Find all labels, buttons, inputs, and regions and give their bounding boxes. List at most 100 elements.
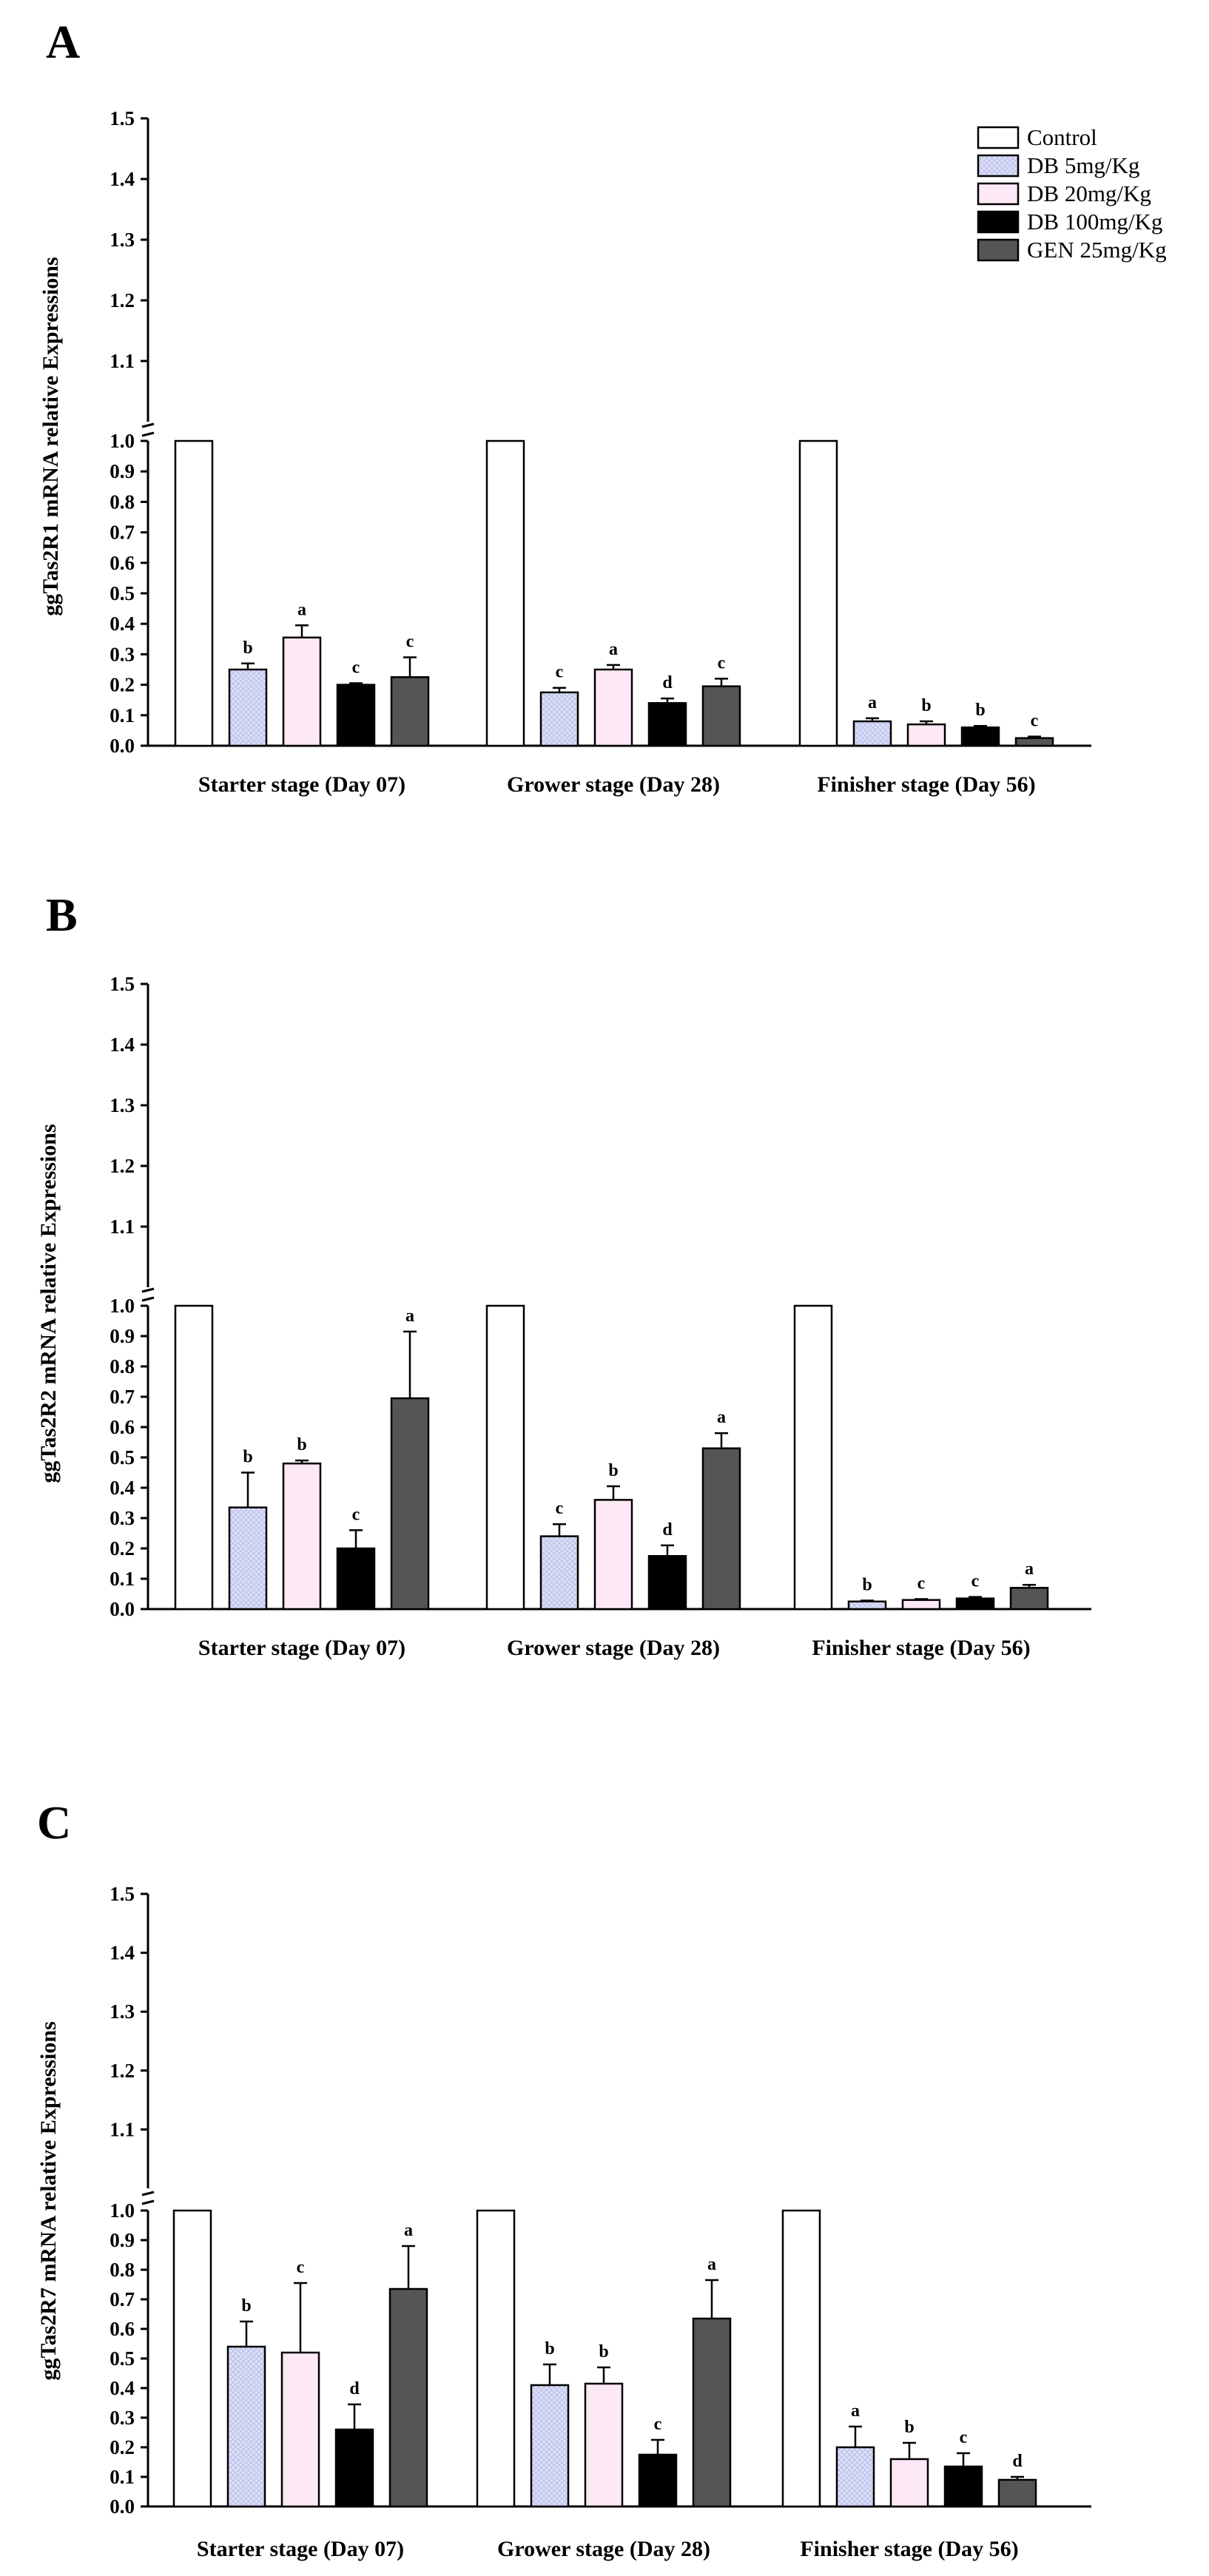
bar [228,668,268,747]
significance-letter: c [556,663,564,682]
significance-letter: b [904,2418,914,2437]
y-tick-label: 1.3 [110,229,135,251]
y-tick-label: 1.2 [110,1155,135,1177]
bar [906,723,946,747]
y-tick-label: 0.4 [110,2377,135,2399]
bar [280,2351,320,2508]
bar [701,685,741,747]
y-tick-label: 1.2 [110,289,135,311]
bar [226,2345,266,2508]
y-tick-label: 1.1 [110,2118,135,2140]
significance-letter: b [545,2339,554,2358]
significance-letter: a [405,1306,414,1326]
x-category-label: Finisher stage (Day 56) [817,772,1035,797]
y-tick-label: 0.7 [110,2288,135,2310]
y-tick-label: 0.1 [110,704,135,726]
significance-letter: d [349,2379,360,2398]
bar [172,2209,212,2508]
bar [530,2384,570,2508]
legend-swatch [977,154,1020,178]
significance-letter: d [662,673,673,692]
bar [174,1304,214,1611]
bar [847,1600,887,1611]
legend-label: DB 100mg/Kg [1027,209,1162,235]
significance-letter: d [1012,2452,1023,2471]
y-tick-label: 1.4 [110,1034,135,1056]
legend-swatch [977,210,1020,234]
bar [388,2287,428,2508]
y-tick-label: 0.4 [110,613,135,635]
significance-letter: b [297,1435,306,1454]
y-tick-label: 0.5 [110,1446,135,1469]
y-tick-label: 1.5 [110,973,135,995]
significance-letter: b [862,1576,872,1595]
bar [336,1547,376,1611]
y-tick-label: 0.6 [110,2318,135,2340]
legend-swatch [977,238,1020,262]
x-category-label: Starter stage (Day 07) [198,1636,405,1660]
panel-c: C ggTas2R7 mRNA relative Expressions 0.0… [36,1796,1091,2561]
x-category-label: Finisher stage (Day 56) [800,2537,1018,2561]
panel-b: B ggTas2R2 mRNA relative Expressions 0.0… [36,889,1091,1660]
y-tick-label: 0.8 [110,1355,135,1378]
bar [282,1462,322,1611]
y-tick-label: 0.8 [110,2259,135,2281]
significance-letter: b [243,1448,252,1467]
bar [485,439,525,747]
y-tick-label: 0.9 [110,1325,135,1347]
significance-letter: b [243,638,252,658]
legend-label: DB 5mg/Kg [1027,152,1139,178]
y-tick-label: 1.4 [110,168,135,190]
bar [1009,1587,1049,1611]
legend-label: DB 20mg/Kg [1027,181,1151,206]
axis-break-mark [141,431,155,437]
panel-letter: A [46,16,80,68]
bar [701,1447,741,1611]
bar [647,1555,687,1611]
y-tick-label: 1.3 [110,2000,135,2023]
bar [960,726,1000,747]
y-tick-label: 1.0 [110,430,135,452]
x-category-label: Grower stage (Day 28) [507,1636,720,1660]
y-tick-label: 1.3 [110,1094,135,1116]
bar [584,2382,624,2508]
axis-break-mark [141,1287,155,1293]
significance-letter: c [1031,712,1039,731]
y-tick-label: 1.1 [110,1215,135,1238]
panel-letter: B [46,889,78,941]
significance-letter: c [917,1574,926,1593]
bar [638,2453,678,2508]
y-tick-label: 0.1 [110,2466,135,2488]
y-tick-label: 0.5 [110,2347,135,2370]
y-tick-label: 0.9 [110,460,135,482]
bar [476,2209,516,2508]
y-axis-label: ggTas2R2 mRNA relative Expressions [36,1124,61,1483]
significance-letter: c [352,658,360,678]
x-category-label: Grower stage (Day 28) [507,772,720,797]
significance-letter: c [556,1499,564,1518]
significance-letter: a [851,2401,860,2421]
bar [593,668,633,747]
y-tick-label: 0.5 [110,582,135,604]
bar [282,636,322,747]
bar [485,1304,525,1611]
bar [539,691,579,747]
y-tick-label: 0.3 [110,2407,135,2429]
y-tick-label: 1.5 [110,1883,135,1905]
bar [943,2465,983,2508]
bar [852,720,892,747]
significance-letter: c [297,2258,305,2277]
y-tick-label: 0.3 [110,1507,135,1529]
bar [781,2209,821,2508]
axis-break-mark [141,422,155,428]
bar [997,2478,1037,2508]
significance-letter: b [608,1461,618,1480]
y-tick-label: 1.0 [110,1295,135,1317]
bar [798,439,838,747]
y-tick-label: 0.2 [110,2436,135,2458]
bar [647,702,687,747]
bar [174,439,214,747]
y-axis-label: ggTas2R7 mRNA relative Expressions [36,2021,61,2380]
significance-letter: a [868,693,877,712]
